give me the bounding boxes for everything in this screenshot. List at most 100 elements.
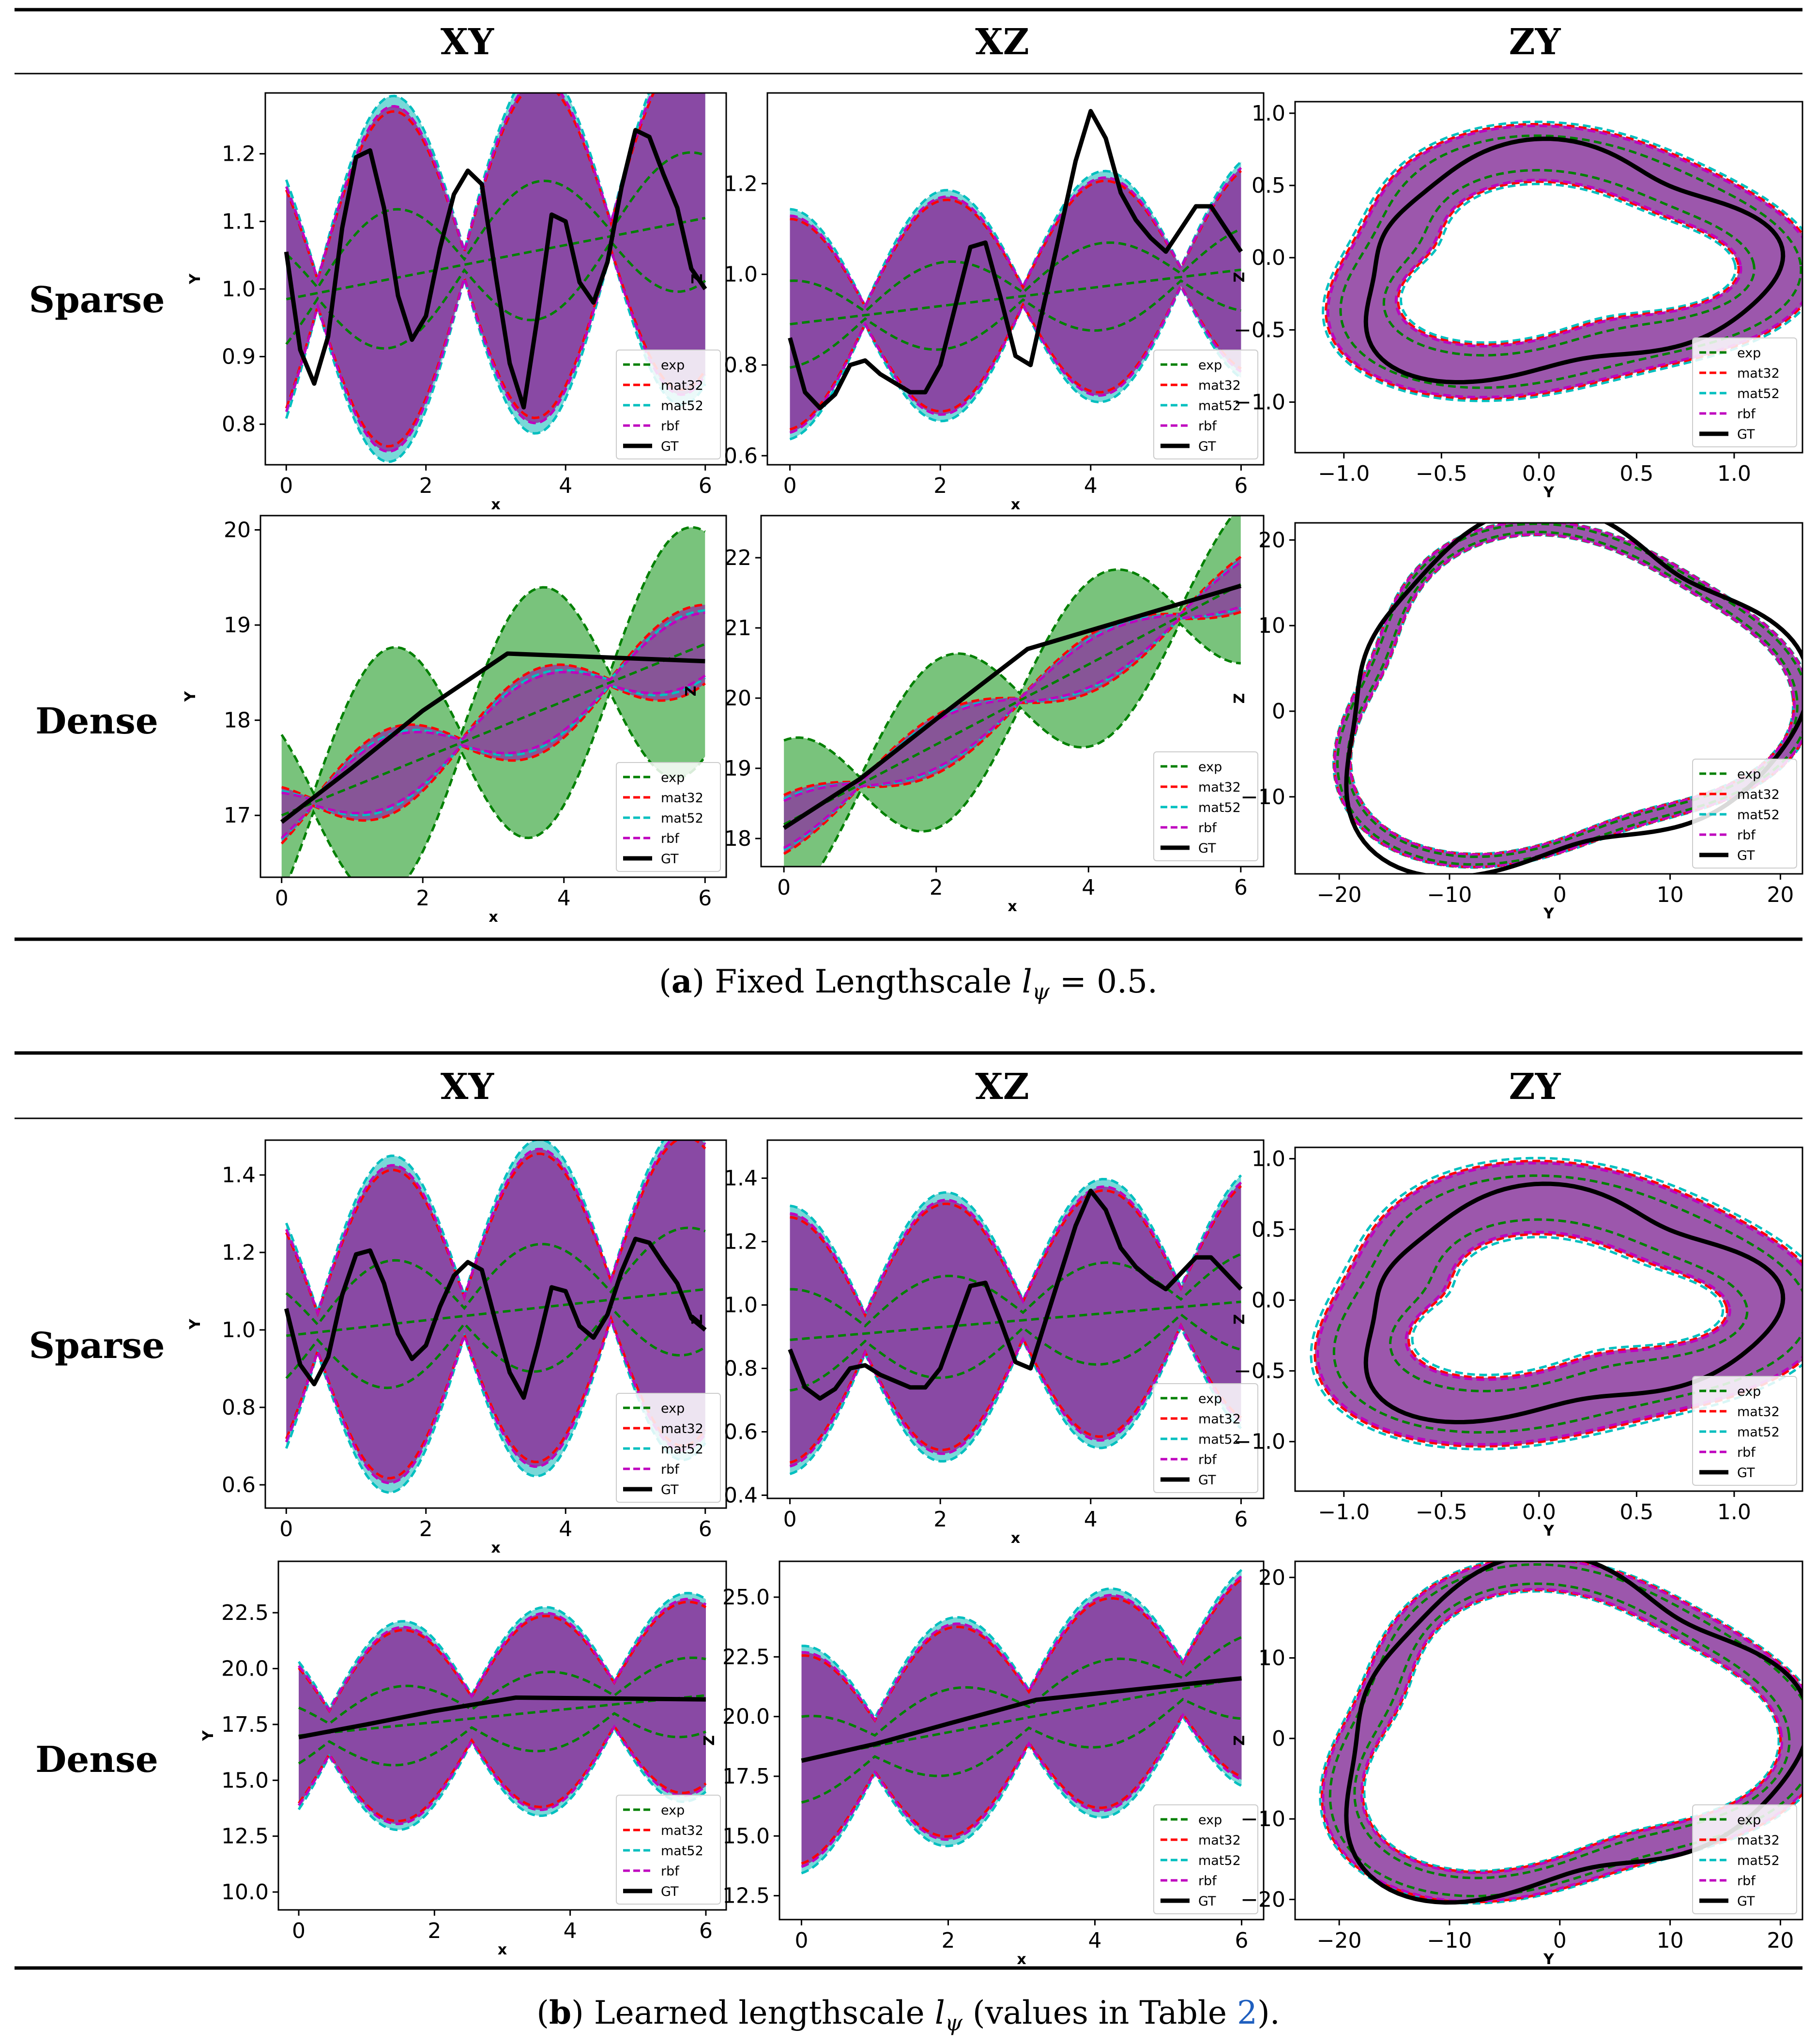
band-lower-3	[280, 674, 706, 839]
plot-area-b-sparse-xz	[788, 1174, 1243, 1475]
x-tick-label: −10	[1427, 1928, 1472, 1953]
y-tick-label: 1.0	[1252, 101, 1285, 126]
legend-label-mat32: mat32	[1737, 787, 1780, 802]
band-upper-3	[298, 1656, 706, 1725]
y-tick-label: 20	[724, 686, 751, 711]
legend-label-GT: GT	[1737, 427, 1755, 442]
x-tick-label: 0	[279, 1517, 293, 1541]
legend-label-GT: GT	[661, 1482, 679, 1497]
legend-label-GT: GT	[661, 852, 679, 867]
y-tick-label: 22.5	[221, 1601, 269, 1625]
x-tick-label: 6	[699, 473, 712, 498]
legend-label-rbf: rbf	[1737, 407, 1756, 422]
legend-label-mat32: mat32	[661, 1823, 703, 1838]
x-tick-label: 4	[1088, 1928, 1102, 1953]
band-upper-0	[298, 1592, 707, 1711]
x-tick-label: 0.0	[1522, 461, 1556, 486]
plot-grid: 0 2 4 60.80.91.01.11.2xYexpmat32mat52rbfGT0…	[182, 92, 1803, 1968]
x-axis-label: x	[1011, 496, 1020, 513]
x-tick-label: 2	[419, 1517, 433, 1541]
band-upper-3	[1328, 1563, 1802, 1898]
legend-label-rbf: rbf	[1737, 828, 1756, 843]
legend-box	[1692, 1804, 1797, 1914]
y-tick-label: −20	[1240, 1887, 1285, 1912]
y-tick-label: 0	[1272, 699, 1285, 724]
y-tick-label: 0.4	[724, 1483, 758, 1508]
gt-line	[801, 1676, 1242, 1763]
y-tick-label: −0.5	[1234, 1359, 1285, 1384]
legend-box	[1153, 1804, 1258, 1914]
legend-box	[616, 1795, 721, 1905]
x-tick-label: 6	[1234, 473, 1248, 498]
x-tick-label: 4	[557, 886, 571, 911]
axes-frame	[760, 515, 1265, 868]
band-upper-1	[285, 1140, 706, 1317]
legend-label-exp: exp	[1198, 1391, 1222, 1406]
band-lower-2	[1394, 179, 1742, 348]
band-lower-1	[285, 1314, 706, 1480]
band-lower-1	[297, 1724, 707, 1823]
band-lower-2	[1349, 533, 1796, 856]
band-upper-2	[1316, 1162, 1802, 1446]
band-upper-2	[281, 609, 705, 801]
axes-frame	[766, 1139, 1265, 1499]
y-axis-label: Y	[187, 273, 204, 285]
legend-label-rbf: rbf	[661, 419, 680, 434]
x-tick-label: 6	[699, 1517, 712, 1541]
band-upper-0	[1310, 1157, 1802, 1450]
section-a-header-xz: XZ	[975, 21, 1029, 63]
band-fill-rbf	[299, 1599, 706, 1824]
exp-mean	[783, 583, 1241, 826]
legend-label-mat52: mat52	[661, 1442, 703, 1457]
y-tick-label: 20.0	[722, 1705, 770, 1729]
x-axis-label: x	[489, 909, 498, 926]
legend-box	[616, 762, 721, 872]
band-lower-3	[783, 605, 1241, 849]
x-axis-label: x	[1017, 1951, 1026, 1968]
y-axis-label: Y	[187, 1318, 204, 1330]
y-tick-label: 17.5	[722, 1764, 770, 1789]
band-lower-0	[285, 246, 706, 463]
y-tick-label: 0.6	[222, 1473, 256, 1497]
x-tick-label: 6	[1234, 1507, 1248, 1532]
x-tick-label: 4	[1084, 473, 1098, 498]
axes-frame	[1294, 522, 1803, 875]
section-a-row-sparse: Sparse	[29, 279, 165, 321]
y-tick-label: 18	[224, 708, 251, 733]
band-upper-3	[801, 1636, 1242, 1737]
band-upper-2	[298, 1598, 707, 1713]
legend-label-GT: GT	[661, 439, 679, 454]
section-b-header-xz: XZ	[975, 1066, 1029, 1108]
y-tick-label: 12.5	[221, 1824, 269, 1849]
legend-label-GT: GT	[1198, 1894, 1216, 1909]
plot-area-a-sparse-xz	[788, 109, 1243, 441]
legend-label-rbf: rbf	[1198, 821, 1217, 836]
x-axis-label: Y	[1543, 1523, 1555, 1540]
plot-area-a-dense-zy	[1332, 523, 1802, 874]
table-link[interactable]: 2	[1237, 1994, 1257, 2031]
x-tick-label: 6	[698, 886, 712, 911]
band-upper-1	[298, 1601, 707, 1713]
band-fill-rbf	[281, 605, 705, 844]
band-upper-0	[280, 526, 706, 796]
legend-label-exp: exp	[661, 770, 685, 785]
gt-line	[1363, 137, 1786, 385]
band-lower-2	[280, 676, 706, 840]
plot-area-b-sparse-zy	[1310, 1157, 1802, 1450]
band-lower-3	[790, 1312, 1242, 1392]
gt-line	[788, 109, 1243, 411]
x-tick-label: 10	[1657, 1928, 1684, 1953]
band-lower-0	[288, 689, 706, 877]
y-tick-label: 1.2	[724, 171, 758, 196]
band-upper-0	[285, 93, 650, 284]
y-tick-label: 0.9	[222, 345, 256, 369]
y-tick-label: 1.0	[724, 262, 758, 287]
band-lower-2	[297, 1724, 707, 1826]
